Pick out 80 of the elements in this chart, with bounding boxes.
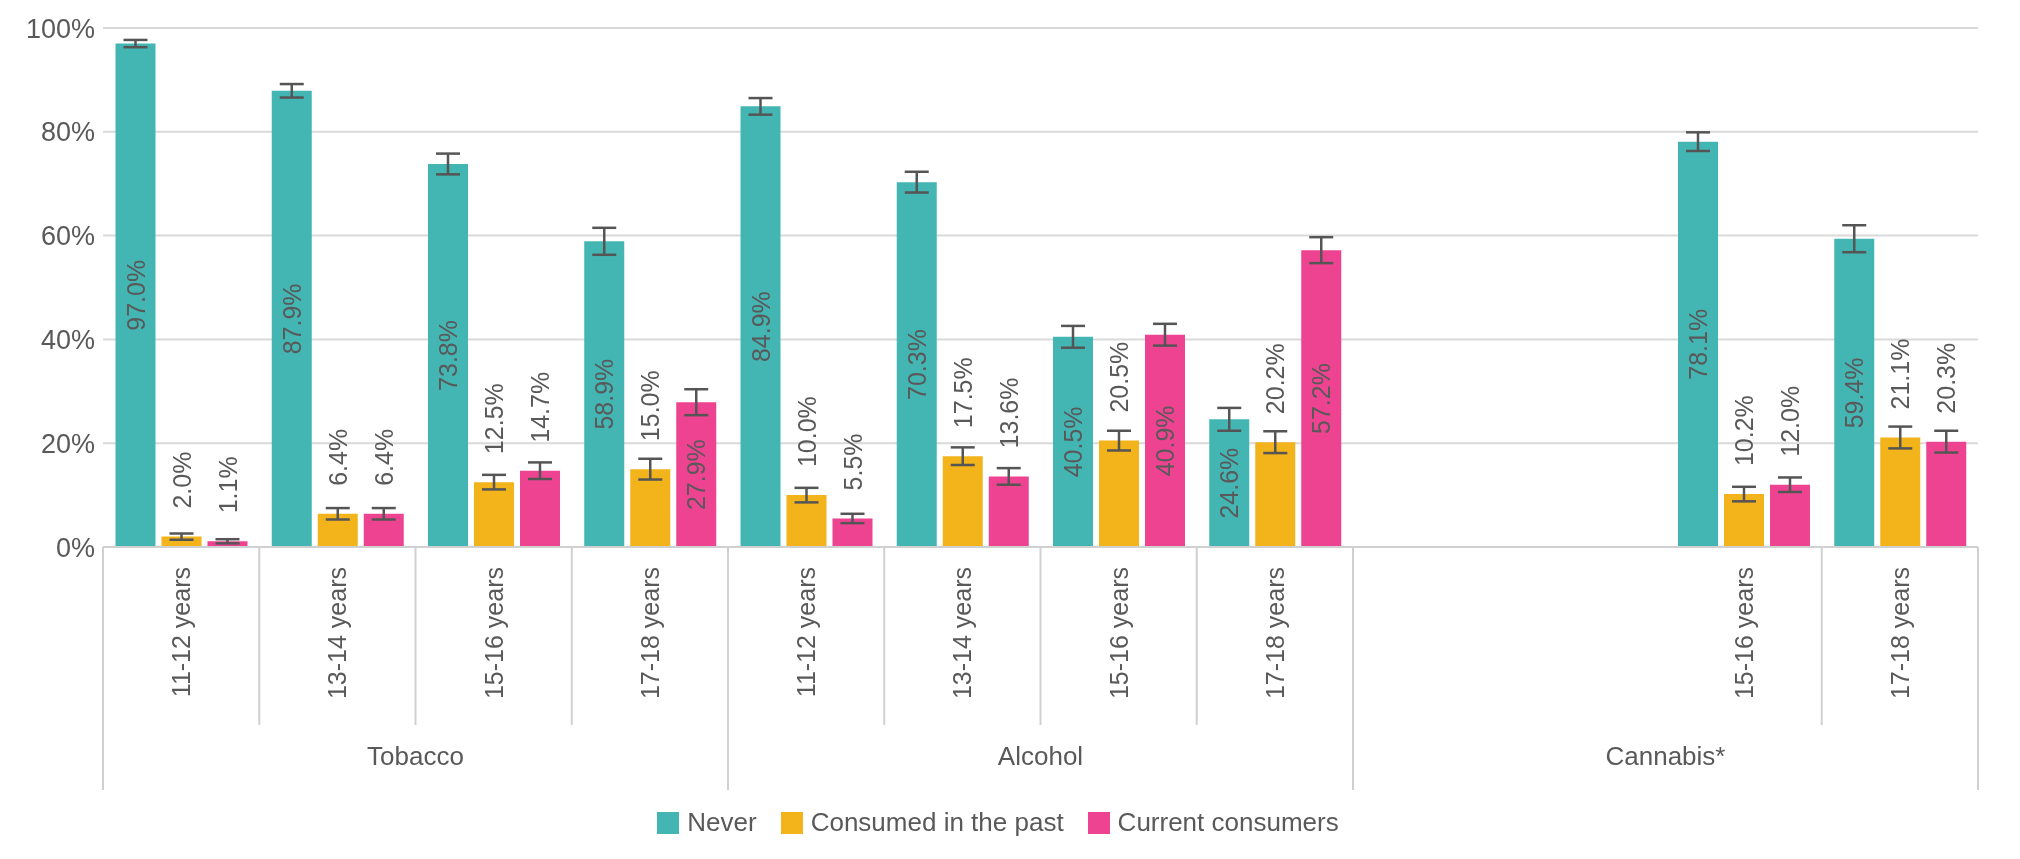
- data-label: 12.5%: [480, 383, 508, 455]
- x-tick-label: 17-18 years: [1885, 567, 1914, 700]
- data-label: 15.0%: [636, 370, 665, 442]
- bar: [1301, 250, 1342, 547]
- bar: [832, 518, 873, 547]
- bar: [942, 456, 983, 547]
- data-label: 20.3%: [1932, 342, 1961, 414]
- data-label: 10.2%: [1730, 395, 1758, 467]
- bar: [1099, 440, 1139, 547]
- bar: [115, 43, 156, 547]
- bar: [363, 513, 404, 547]
- data-label: 70.3%: [902, 329, 931, 401]
- data-label: 5.5%: [838, 433, 867, 491]
- bar: [317, 513, 358, 547]
- bar: [584, 241, 625, 547]
- legend-label: Never: [686, 807, 757, 838]
- bar: [896, 182, 937, 547]
- data-label: 2.0%: [167, 451, 196, 509]
- bar: [1053, 336, 1093, 547]
- bar: [740, 106, 781, 547]
- x-tick-label: 17-18 years: [635, 567, 664, 700]
- data-label: 97.0%: [121, 259, 150, 331]
- bar: [1770, 484, 1810, 547]
- x-tick-label: 15-16 years: [1104, 567, 1133, 700]
- data-label: 20.2%: [1261, 343, 1290, 415]
- bar: [1880, 437, 1921, 547]
- data-label: 12.0%: [1776, 385, 1804, 457]
- bar: [520, 470, 560, 547]
- bar: [1834, 238, 1875, 547]
- y-tick-label: 0%: [55, 532, 95, 563]
- text: Alcohol: [997, 741, 1084, 771]
- bar: [1145, 334, 1185, 547]
- bar: [1724, 494, 1764, 547]
- data-label: 24.6%: [1215, 447, 1244, 519]
- data-label: 40.9%: [1151, 405, 1179, 477]
- legend-label: Consumed in the past: [809, 807, 1064, 838]
- bar: [1209, 419, 1250, 547]
- data-label: 59.4%: [1840, 357, 1869, 429]
- y-tick-label: 80%: [40, 117, 95, 148]
- data-label: 21.1%: [1886, 338, 1915, 410]
- y-tick-label: 40%: [40, 324, 95, 355]
- data-label: 6.4%: [323, 428, 352, 486]
- data-label: 10.0%: [792, 396, 821, 468]
- x-tick-label: 17-18 years: [1260, 567, 1289, 700]
- bar: [474, 482, 514, 547]
- x-tick-label: 11-12 years: [167, 567, 196, 698]
- y-tick-label: 100%: [25, 13, 95, 44]
- data-label: 78.1%: [1684, 308, 1712, 380]
- y-tick-label: 20%: [40, 428, 95, 459]
- data-label: 6.4%: [369, 428, 398, 486]
- data-label: 58.9%: [590, 358, 619, 430]
- text: Tobacco: [367, 741, 464, 771]
- data-label: 40.5%: [1059, 406, 1087, 478]
- bar: [630, 469, 671, 547]
- bar: [428, 163, 468, 547]
- data-label: 14.7%: [526, 371, 554, 443]
- x-tick-label: 15-16 years: [479, 567, 508, 700]
- x-tick-label: 13-14 years: [323, 567, 352, 700]
- bar: [988, 476, 1029, 547]
- bar: [1255, 442, 1296, 547]
- x-tick-label: 13-14 years: [948, 567, 977, 700]
- bar: [271, 90, 312, 547]
- y-tick-label: 60%: [40, 221, 95, 252]
- data-label: 84.9%: [746, 291, 775, 363]
- x-tick-label: 15-16 years: [1729, 567, 1758, 700]
- data-label: 1.1%: [213, 456, 242, 514]
- bar: [1678, 141, 1718, 547]
- bar: [676, 402, 717, 547]
- data-label: 87.9%: [277, 283, 306, 355]
- data-label: 27.9%: [682, 439, 711, 511]
- data-label: 57.2%: [1307, 363, 1336, 435]
- data-label: 13.6%: [994, 377, 1023, 449]
- legend-label: Current consumers: [1116, 807, 1339, 838]
- text: Cannabis*: [1605, 741, 1726, 771]
- bar: [786, 495, 827, 547]
- x-tick-label: 11-12 years: [792, 567, 821, 698]
- data-label: 73.8%: [434, 320, 462, 391]
- data-label: 17.5%: [948, 357, 977, 429]
- data-label: 20.5%: [1105, 341, 1133, 413]
- bar: [1926, 441, 1967, 547]
